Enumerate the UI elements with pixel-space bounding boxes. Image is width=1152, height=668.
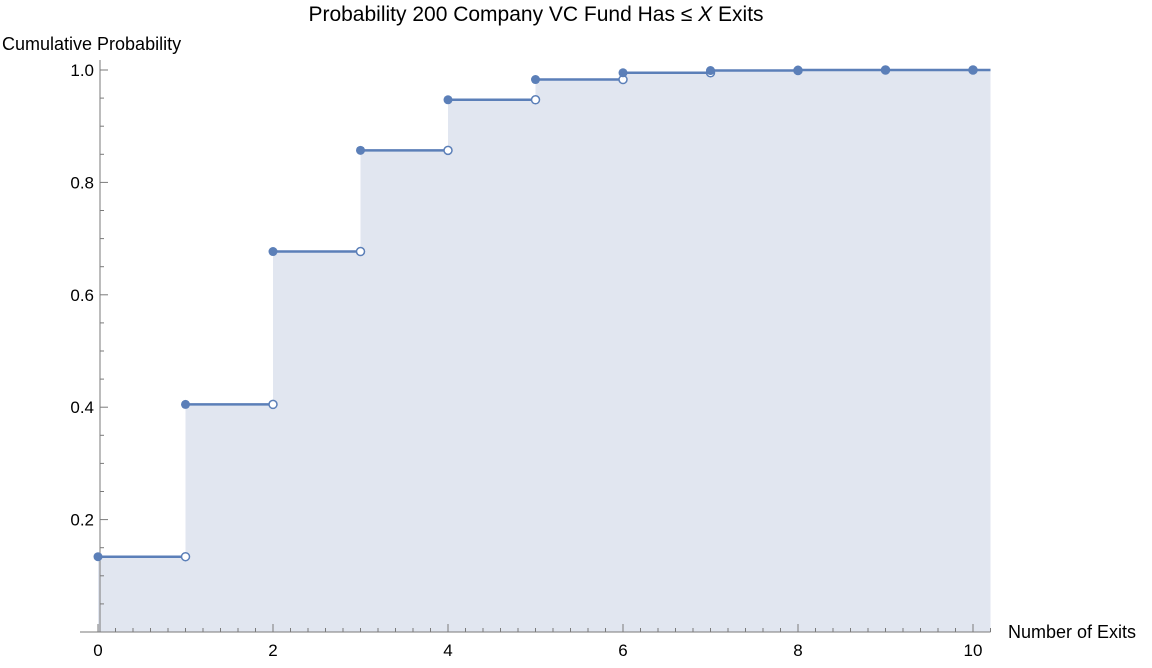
closed-point — [793, 65, 803, 75]
area-fill — [98, 70, 991, 632]
x-tick-label: 10 — [964, 641, 983, 660]
closed-point — [618, 68, 628, 78]
closed-point — [181, 399, 190, 409]
step-series — [93, 65, 991, 562]
closed-point — [93, 552, 103, 562]
area-fill-layer — [98, 70, 991, 632]
closed-point — [268, 247, 278, 257]
x-tick-label: 6 — [618, 641, 627, 660]
chart-title: Probability 200 Company VC Fund Has ≤ X … — [308, 3, 763, 26]
y-tick-label: 0.2 — [70, 511, 94, 530]
open-point — [355, 246, 366, 257]
closed-point — [443, 95, 453, 105]
y-tick-label: 1.0 — [70, 61, 94, 80]
x-axis-label: Number of Exits — [1008, 622, 1136, 642]
closed-point — [706, 66, 715, 76]
closed-point — [356, 145, 365, 155]
y-axis-label: Cumulative Probability — [2, 34, 181, 54]
y-tick-label: 0.4 — [70, 398, 94, 417]
open-point — [180, 551, 191, 562]
y-tick-label: 0.6 — [70, 286, 94, 305]
closed-point — [968, 65, 978, 75]
y-tick-label: 0.8 — [70, 173, 94, 192]
axes: 0 2 4 6 8 10 0.2 0.4 0.6 0.8 1.0 — [70, 60, 991, 660]
x-tick-label: 4 — [443, 641, 452, 660]
open-point — [443, 145, 453, 156]
closed-point — [531, 75, 540, 85]
open-point — [268, 399, 278, 410]
x-tick-label: 0 — [93, 641, 102, 660]
open-point — [530, 95, 541, 105]
x-tick-label: 2 — [268, 641, 277, 660]
x-tick-label: 8 — [793, 641, 802, 660]
closed-point — [881, 65, 890, 75]
